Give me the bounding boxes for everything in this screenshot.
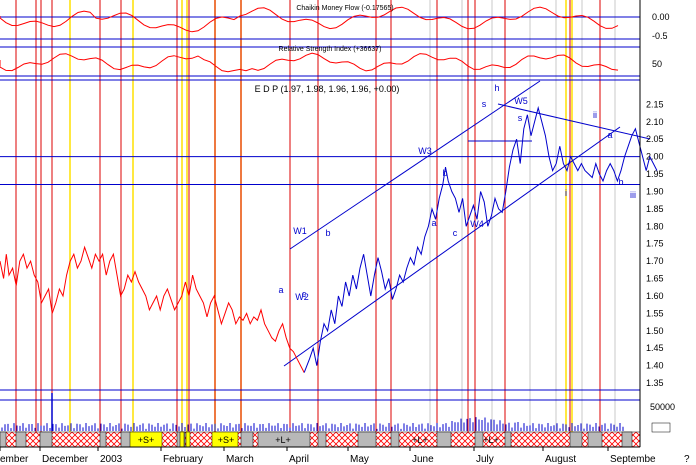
wave-label-13: s [518, 113, 523, 123]
wave-label-16: i [565, 188, 567, 198]
price-series-1 [303, 105, 658, 373]
wave-label-18: iii [630, 190, 636, 200]
band-grey-10 [390, 431, 400, 448]
price-tick-8: 1.75 [646, 239, 664, 249]
wave-label-6: b [442, 168, 447, 178]
month-label-5: April [289, 454, 309, 465]
price-tick-14: 1.45 [646, 343, 664, 353]
month-label-7: June [412, 454, 434, 465]
month-label-8: July [476, 454, 494, 465]
resistance-line [497, 103, 651, 140]
band-grey-15 [587, 431, 603, 448]
month-label-4: March [226, 454, 254, 465]
rsi-tick-0: 50 [652, 59, 662, 69]
month-label-1: December [42, 454, 89, 465]
rsi-panel: Relative Strength Index (+36637) [0, 46, 640, 77]
band-grey-0 [0, 431, 7, 448]
volume-legend-box [651, 422, 671, 433]
wave-label-0: W1 [293, 226, 307, 236]
wave-label-11: s [482, 99, 487, 109]
band-grey-2 [39, 431, 53, 448]
month-label-6: May [350, 454, 369, 465]
cmf-title: Chaikin Money Flow (-0.17565) [296, 5, 393, 12]
band-label-1: +S+ [218, 435, 235, 445]
price-tick-9: 1.70 [646, 256, 664, 266]
wave-label-14: ii [593, 110, 597, 120]
price-tick-15: 1.40 [646, 361, 664, 371]
cmf-line [0, 6, 619, 33]
month-label-10: Septembe [610, 454, 656, 465]
wave-label-5: W3 [418, 146, 432, 156]
price-tick-10: 1.65 [646, 274, 664, 284]
volume-tick-0: 50000 [650, 402, 675, 412]
chaikin-money-flow-panel: Chaikin Money Flow (-0.17565) [0, 5, 640, 40]
wave-label-12: W5 [514, 96, 528, 106]
band-yellow-1 [179, 431, 185, 448]
wave-label-15: a [607, 130, 612, 140]
band-label-0: +S+ [138, 435, 155, 445]
band-grey-3 [99, 431, 107, 448]
channel-upper [289, 80, 541, 250]
price-series-0 [0, 245, 305, 373]
wave-label-10: h [494, 83, 499, 93]
rsi-title: Relative Strength Index (+36637) [279, 46, 382, 53]
band-grey-11 [436, 431, 452, 448]
price-tick-12: 1.55 [646, 308, 664, 318]
band-grey-4 [120, 431, 132, 448]
band-grey-13 [504, 431, 512, 448]
band-label-2: +L+ [275, 435, 291, 445]
chart-frame [0, 0, 671, 448]
band-grey-9 [357, 431, 377, 448]
price-tick-16: 1.35 [646, 378, 664, 388]
price-tick-4: 1.95 [646, 169, 664, 179]
band-grey-8 [317, 431, 327, 448]
price-tick-0: 2.15 [646, 99, 664, 109]
month-axis: ember December 2003 February March April May Ju… [0, 447, 690, 465]
band-yellow-2 [185, 431, 191, 448]
wave-label-17: b [618, 177, 623, 187]
band-grey-12 [474, 431, 484, 448]
wave-label-3: c [302, 289, 307, 299]
month-label-2: 2003 [100, 454, 123, 465]
band-label-4: +L+ [483, 435, 499, 445]
wave-label-2: a [278, 285, 283, 295]
cmf-tick-1: -0.5 [652, 31, 668, 41]
price-tick-13: 1.50 [646, 326, 664, 336]
band-strip: +S+ +S+ +L+ +L+ +L+ [0, 431, 641, 448]
band-label-3: +L+ [412, 435, 428, 445]
wave-label-1: b [325, 228, 330, 238]
corner-label: ? [684, 454, 690, 465]
band-grey-1 [15, 431, 27, 448]
month-label-3: February [163, 454, 203, 465]
wave-label-8: c [453, 228, 458, 238]
vertical-gridlines [15, 0, 616, 432]
price-tick-1: 2.10 [646, 117, 664, 127]
price-title: E D P (1.97, 1.98, 1.96, 1.96, +0.00) [255, 84, 400, 94]
wave-label-4: W2 [295, 292, 309, 302]
price-tick-2: 2.05 [646, 134, 664, 144]
rsi-line [0, 52, 619, 73]
right-axis: 0.00 -0.5 50 2.15 2.10 2.05 2.00 1.95 1.90 1.85 1.… [646, 12, 675, 412]
wave-label-9: W4 [470, 219, 484, 229]
volume-panel [0, 393, 640, 431]
wave-label-7: a [431, 218, 436, 228]
price-tick-5: 1.90 [646, 186, 664, 196]
price-tick-7: 1.80 [646, 221, 664, 231]
month-label-9: August [545, 454, 576, 465]
price-tick-3: 2.00 [646, 152, 664, 162]
band-grey-6 [240, 431, 254, 448]
band-grey-14 [569, 431, 583, 448]
month-label-0: ember [0, 454, 29, 465]
channel-lower [283, 126, 621, 367]
price-tick-11: 1.60 [646, 291, 664, 301]
price-tick-6: 1.85 [646, 204, 664, 214]
price-panel: E D P (1.97, 1.98, 1.96, 1.96, +0.00) W1 b… [0, 79, 658, 391]
cmf-tick-0: 0.00 [652, 12, 670, 22]
band-grey-16 [621, 431, 633, 448]
